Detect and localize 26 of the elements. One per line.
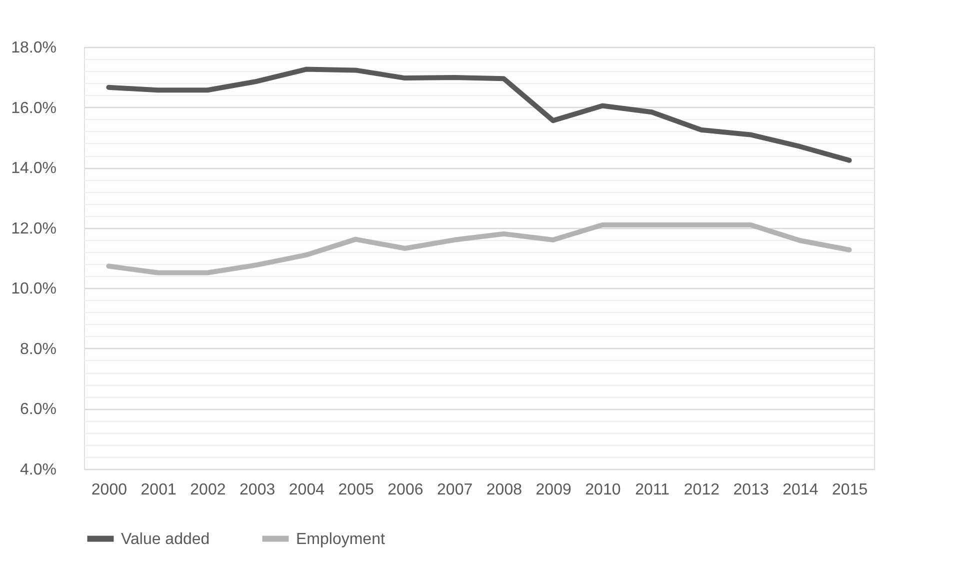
y-tick-label: 4.0%: [20, 462, 56, 478]
x-tick-label: 2015: [832, 482, 868, 498]
x-tick-label: 2014: [782, 482, 818, 498]
x-tick-label: 2006: [388, 482, 424, 498]
y-tick-label: 6.0%: [20, 401, 56, 418]
x-tick-label: 2007: [437, 482, 473, 498]
x-tick-label: 2004: [288, 482, 325, 498]
y-tick-label: 18.0%: [11, 40, 56, 56]
x-tick-label: 2002: [190, 482, 226, 498]
x-tick-label: 2003: [240, 482, 276, 498]
x-tick-label: 2001: [140, 482, 176, 498]
x-tick-label: 2008: [486, 482, 522, 498]
legend-label: Employment: [296, 530, 386, 548]
y-tick-label: 8.0%: [20, 340, 56, 358]
y-tick-label: 14.0%: [11, 160, 56, 178]
x-tick-label: 2000: [91, 482, 128, 498]
x-tick-label: 2009: [536, 482, 572, 498]
y-tick-label: 12.0%: [11, 220, 56, 238]
x-tick-label: 2013: [733, 482, 769, 498]
x-tick-label: 2011: [635, 482, 670, 498]
x-tick-label: 2012: [684, 482, 720, 498]
y-tick-label: 16.0%: [11, 100, 56, 117]
y-tick-label: 10.0%: [11, 280, 56, 298]
x-tick-label: 2005: [338, 482, 374, 498]
x-tick-label: 2010: [585, 482, 621, 498]
legend-label: Value added: [121, 530, 210, 548]
